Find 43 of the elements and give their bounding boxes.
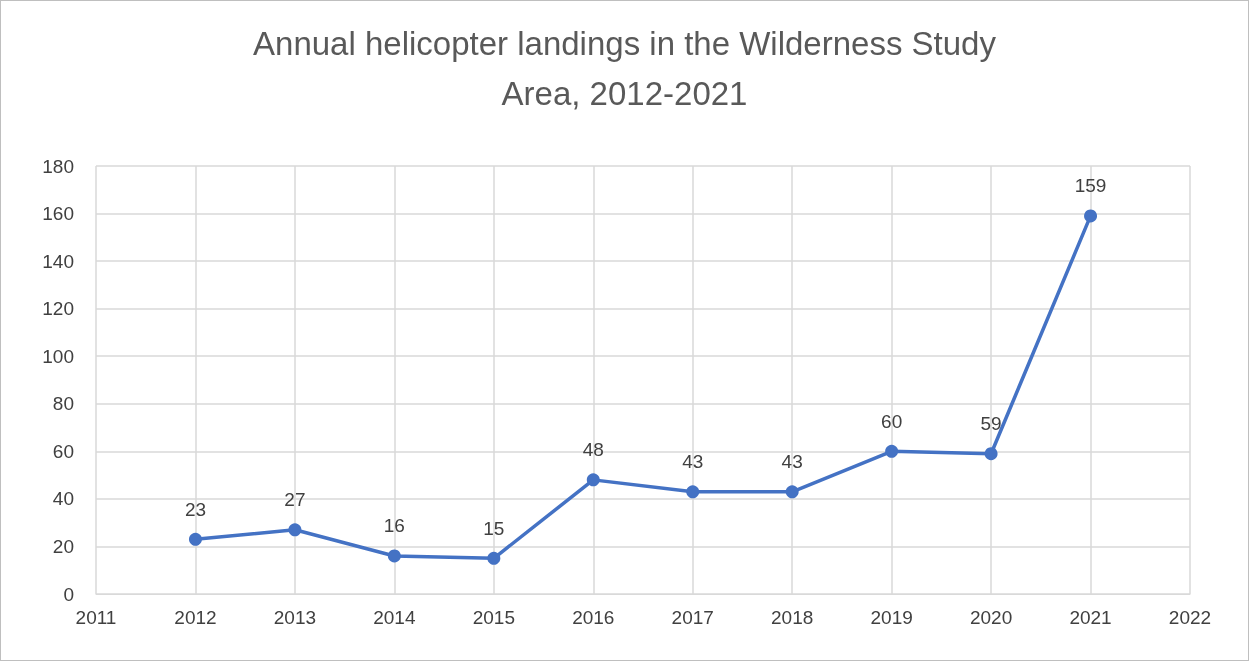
- x-tick-label: 2011: [75, 607, 117, 628]
- data-label: 43: [682, 451, 704, 473]
- x-tick-label: 2022: [1168, 607, 1212, 628]
- x-tick-label: 2016: [572, 607, 615, 628]
- x-tick-label: 2012: [174, 607, 217, 628]
- x-tick-label: 2017: [671, 607, 714, 628]
- data-label: 23: [184, 498, 207, 520]
- data-label: 27: [284, 489, 306, 511]
- y-tick-label: 120: [42, 298, 74, 320]
- x-tick-label: 2013: [273, 607, 317, 628]
- data-label: 59: [980, 413, 1002, 435]
- point: [586, 473, 600, 487]
- x-tick-label: 2015: [472, 607, 515, 628]
- point: [984, 447, 998, 461]
- data-label: 159: [1074, 175, 1107, 197]
- x-tick-label: 2021: [1069, 607, 1112, 628]
- point: [885, 444, 899, 458]
- y-tick-label: 0: [63, 583, 74, 605]
- x-tick-label: 2020: [969, 607, 1013, 628]
- y-tick-label: 40: [52, 488, 74, 510]
- data-label: 60: [881, 410, 903, 432]
- point: [387, 549, 401, 563]
- y-tick-label: 160: [42, 203, 74, 225]
- y-tick-label: 80: [52, 393, 74, 415]
- y-tick-label: 180: [42, 155, 74, 177]
- chart-title: Annual helicopter landings in the Wilderness Study Area, 2012-2021: [253, 24, 997, 112]
- y-tick-label: 140: [42, 250, 74, 272]
- point: [487, 551, 501, 565]
- x-tick-label: 2014: [373, 607, 416, 628]
- data-label: 48: [582, 439, 604, 461]
- data-label: 16: [383, 515, 405, 537]
- x-tick-label: 2019: [870, 607, 913, 628]
- point: [1084, 209, 1098, 223]
- y-tick-label: 60: [52, 440, 74, 462]
- x-tick-label: 2018: [771, 607, 814, 628]
- point: [288, 523, 302, 537]
- point: [686, 485, 700, 499]
- y-tick-label: 100: [42, 345, 74, 367]
- point: [785, 485, 799, 499]
- data-label: 43: [781, 451, 803, 473]
- y-tick-label: 20: [52, 535, 74, 557]
- point: [188, 532, 202, 546]
- data-label: 15: [483, 517, 505, 539]
